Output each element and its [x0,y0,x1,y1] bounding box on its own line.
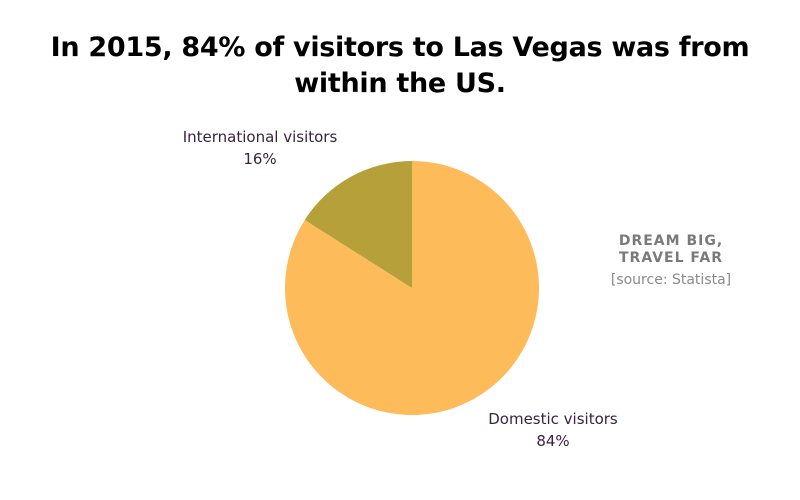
label-domestic-percent: 84% [536,432,570,450]
pie-slice-international [304,161,412,288]
chart-title-line-2: within the US. [294,68,506,99]
label-international: International visitors 16% [160,126,360,170]
label-international-percent: 16% [243,150,277,168]
label-domestic-name: Domestic visitors [488,410,618,428]
tagline-line-2: TRAVEL FAR [619,250,723,266]
chart-title-line-1: In 2015, 84% of visitors to Las Vegas wa… [50,32,750,63]
label-international-name: International visitors [182,128,338,146]
label-domestic: Domestic visitors 84% [468,408,638,452]
tagline-line-1: DREAM BIG, [618,233,724,249]
source-note: [source: Statista] [610,272,732,288]
tagline: DREAM BIG, TRAVEL FAR [596,233,746,267]
chart-title: In 2015, 84% of visitors to Las Vegas wa… [40,30,760,102]
